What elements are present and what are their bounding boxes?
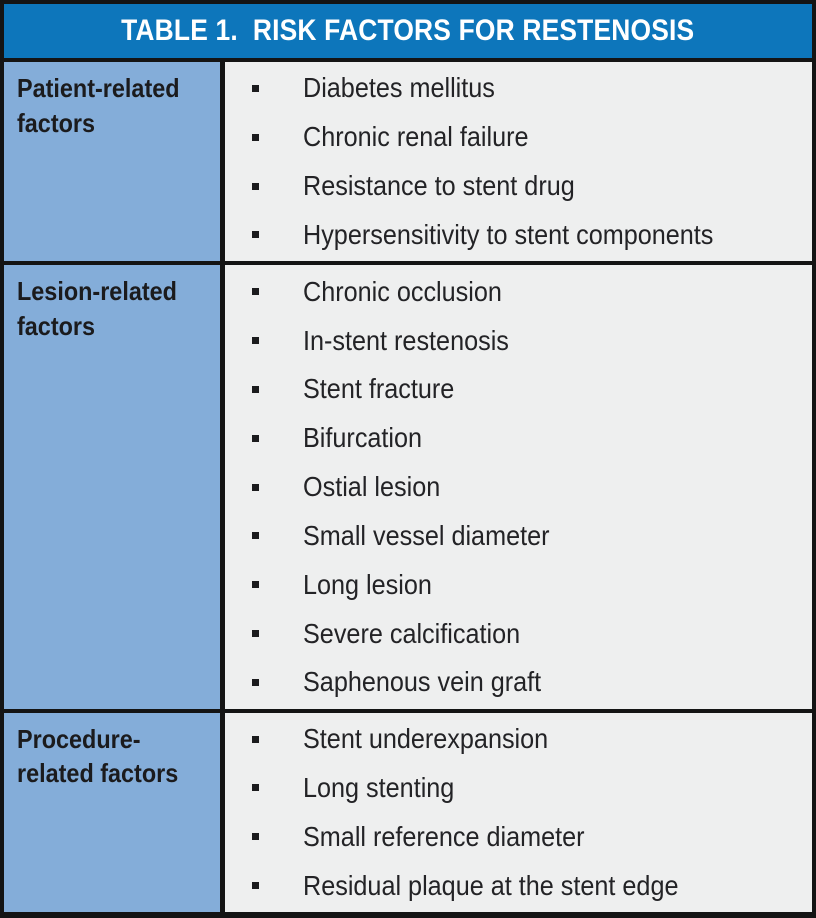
section-label-line: Lesion-related: [17, 276, 177, 307]
section-items-cell: Stent underexpansion Long stenting Small…: [225, 712, 812, 912]
list-item-text: Ostial lesion: [303, 471, 441, 503]
list-item: Chronic occlusion: [225, 267, 812, 316]
table-title: TABLE 1. RISK FACTORS FOR RESTENOSIS: [121, 14, 695, 47]
square-bullet-icon: [252, 434, 259, 442]
square-bullet-icon: [252, 84, 259, 92]
list-item-text: Residual plaque at the stent edge: [303, 869, 679, 901]
section-label-line: factors: [17, 107, 96, 138]
list-item-text: Diabetes mellitus: [303, 72, 495, 104]
section-label-cell: Patient-related factors: [4, 62, 220, 262]
section-label-line: Procedure-: [17, 723, 141, 754]
list-item: Severe calcification: [225, 609, 812, 658]
table-body: Patient-related factors Diabetes mellitu…: [4, 62, 812, 912]
list-item-text: Chronic occlusion: [303, 275, 502, 307]
list-item-text: Severe calcification: [303, 617, 521, 649]
list-item-text: Long stenting: [303, 771, 455, 803]
list-item: Stent fracture: [225, 365, 812, 414]
section-label-cell: Lesion-related factors: [4, 265, 220, 709]
list-item-text: Stent underexpansion: [303, 723, 549, 755]
square-bullet-icon: [252, 532, 259, 540]
square-bullet-icon: [252, 678, 259, 686]
section-label-cell: Procedure- related factors: [4, 712, 220, 912]
list-item: Resistance to stent drug: [225, 162, 812, 211]
list-item: Hypersensitivity to stent components: [225, 210, 812, 259]
list-item-text: Saphenous vein graft: [303, 666, 542, 698]
list-item: Bifurcation: [225, 414, 812, 463]
section-items-cell: Chronic occlusion In-stent restenosis St…: [225, 265, 812, 709]
list-item: Small vessel diameter: [225, 511, 812, 560]
list-item-text: In-stent restenosis: [303, 324, 509, 356]
list-item-text: Small reference diameter: [303, 820, 585, 852]
table-title-bar: TABLE 1. RISK FACTORS FOR RESTENOSIS: [4, 4, 812, 58]
list-item-text: Long lesion: [303, 568, 432, 600]
square-bullet-icon: [252, 784, 259, 792]
section-items-cell: Diabetes mellitus Chronic renal failure …: [225, 62, 812, 262]
square-bullet-icon: [252, 385, 259, 393]
square-bullet-icon: [252, 581, 259, 589]
list-item: Chronic renal failure: [225, 113, 812, 162]
square-bullet-icon: [252, 231, 259, 239]
square-bullet-icon: [252, 483, 259, 491]
list-item-text: Stent fracture: [303, 373, 455, 405]
table-section-1: Patient-related factors Diabetes mellitu…: [4, 62, 812, 262]
square-bullet-icon: [252, 182, 259, 190]
square-bullet-icon: [252, 630, 259, 637]
list-item: Ostial lesion: [225, 463, 812, 512]
list-item-text: Resistance to stent drug: [303, 170, 575, 202]
list-item: Small reference diameter: [225, 812, 812, 861]
section-label-line: factors: [17, 310, 96, 341]
square-bullet-icon: [252, 288, 259, 296]
list-item: Long stenting: [225, 764, 812, 813]
list-item-text: Chronic renal failure: [303, 121, 529, 153]
list-item: Stent underexpansion: [225, 715, 812, 764]
list-item-text: Hypersensitivity to stent components: [303, 218, 714, 250]
square-bullet-icon: [252, 735, 259, 743]
list-item: Saphenous vein graft: [225, 658, 812, 707]
section-label-line: Patient-related: [17, 73, 180, 103]
list-item: In-stent restenosis: [225, 316, 812, 365]
square-bullet-icon: [252, 337, 259, 345]
list-item-text: Small vessel diameter: [303, 519, 550, 551]
square-bullet-icon: [252, 133, 259, 141]
section-label-line: related factors: [17, 758, 179, 789]
list-item: Diabetes mellitus: [225, 64, 812, 113]
list-item-text: Bifurcation: [303, 422, 423, 454]
table-section-3: Procedure- related factors Stent underex…: [4, 712, 812, 912]
list-item: Residual plaque at the stent edge: [225, 861, 812, 910]
square-bullet-icon: [252, 833, 259, 841]
list-item: Long lesion: [225, 560, 812, 609]
square-bullet-icon: [252, 882, 259, 890]
table-section-2: Lesion-related factors Chronic occlusion…: [4, 265, 812, 709]
